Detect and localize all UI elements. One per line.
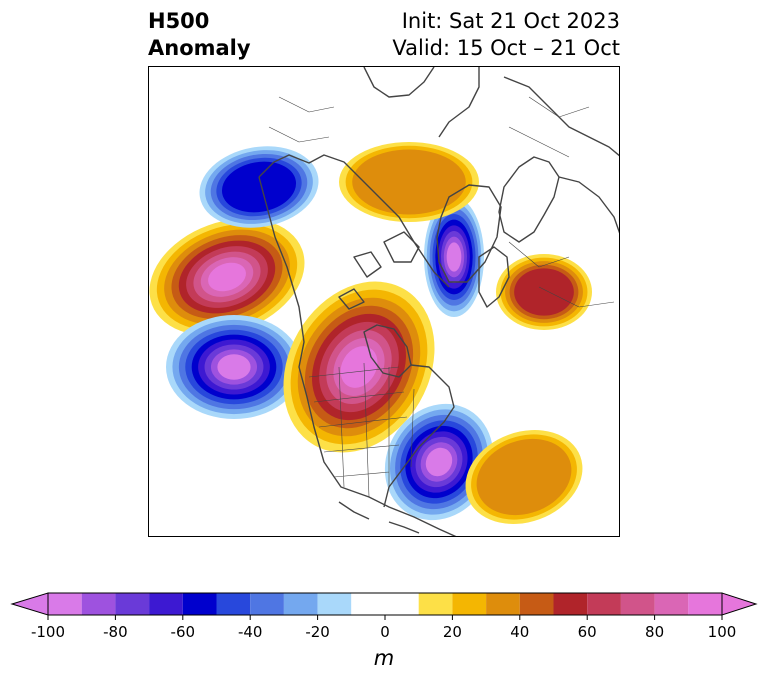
colorbar-bin [115,593,150,615]
coastline-east-canada [383,364,455,508]
coastline-east-asia [363,67,480,138]
anomaly-gulf-of-alaska-trough [166,315,302,419]
contour--90 [425,447,453,477]
anomaly-map [148,66,620,537]
colorbar-tick-label: -20 [305,623,330,641]
colorbar-bin [553,593,588,615]
colorbar-tick-label: -40 [238,623,263,641]
colorbar-extend-low [10,592,49,616]
colorbar-tick-label: 40 [510,623,529,641]
anomaly-siberia-trough [199,146,319,228]
coastline-siberia [503,76,619,234]
colorbar-bin [654,593,689,615]
contour-90 [208,262,246,292]
anomaly-fields [149,142,592,525]
title-line-2: Anomaly [148,36,251,60]
anomaly-arctic-trough [424,197,484,317]
colorbar-bin [486,593,520,615]
colorbar-bin [216,593,251,615]
contour--90 [217,354,251,380]
colorbar-bin [452,593,487,615]
contour-50 [514,268,574,316]
contour-30 [476,438,572,516]
anomaly-alaska-ridge [149,218,305,336]
colorbar-bin [250,593,284,615]
colorbar-unit: m [373,646,395,670]
colorbar-bin [81,593,116,615]
coastline-europe [498,156,560,243]
colorbar-tick-label: -80 [103,623,128,641]
colorbar-extend-high [721,592,758,616]
contour-90 [340,346,378,388]
anomaly-western-north-america-ridge [283,281,435,453]
coastline-scandinavia [478,246,510,308]
coastline-caribbean [338,501,420,534]
contour-30 [352,149,466,215]
anomaly-greenland-ridge [339,142,479,222]
contour--50 [221,161,297,213]
colorbar-tick-label: 0 [380,623,390,641]
anomaly-europe-ridge [496,254,592,330]
colorbar-tick-label: -60 [171,623,196,641]
map-canvas [149,67,619,536]
map-title: H500 Anomaly [148,8,251,62]
colorbar-ticks: -100 -80 -60 -40 -20 0 20 40 60 80 100 [31,615,736,641]
colorbar-bin [149,593,183,615]
valid-range: Valid: 15 Oct – 21 Oct [392,36,620,60]
colorbar-bin [688,593,722,615]
state-borders [308,362,415,498]
anomaly-north-atlantic-ridge [465,429,583,525]
init-date: Init: Sat 21 Oct 2023 [401,9,620,33]
colorbar-bin [519,593,554,615]
colorbar-tick-label: 80 [645,623,664,641]
colorbar-bin [283,593,318,615]
colorbar-bin [317,593,352,615]
colorbar-bin [48,593,82,615]
colorbar-tick-label: -100 [31,623,65,641]
colorbar-tick-label: 60 [578,623,597,641]
colorbar-bin [620,593,655,615]
colorbar-bin [587,593,621,615]
contour--90 [446,242,462,272]
date-info: Init: Sat 21 Oct 2023 Valid: 15 Oct – 21… [392,8,620,62]
coastline-north-america [258,176,457,536]
asia-borders [268,96,615,308]
coastline-alaska [258,154,450,288]
colorbar-tick-label: 20 [443,623,462,641]
colorbar-tick-label: 100 [708,623,737,641]
colorbar-bin [418,593,453,615]
title-line-1: H500 [148,9,210,33]
coastline-greenland [436,184,502,283]
colorbar-bin [351,593,419,615]
colorbar: -100 -80 -60 -40 -20 0 20 40 60 80 100 [10,592,758,641]
coastlines [258,67,619,536]
coastline-arctic-islands [338,231,420,310]
colorbar-bin [182,593,217,615]
colorbar-bins [10,592,758,616]
